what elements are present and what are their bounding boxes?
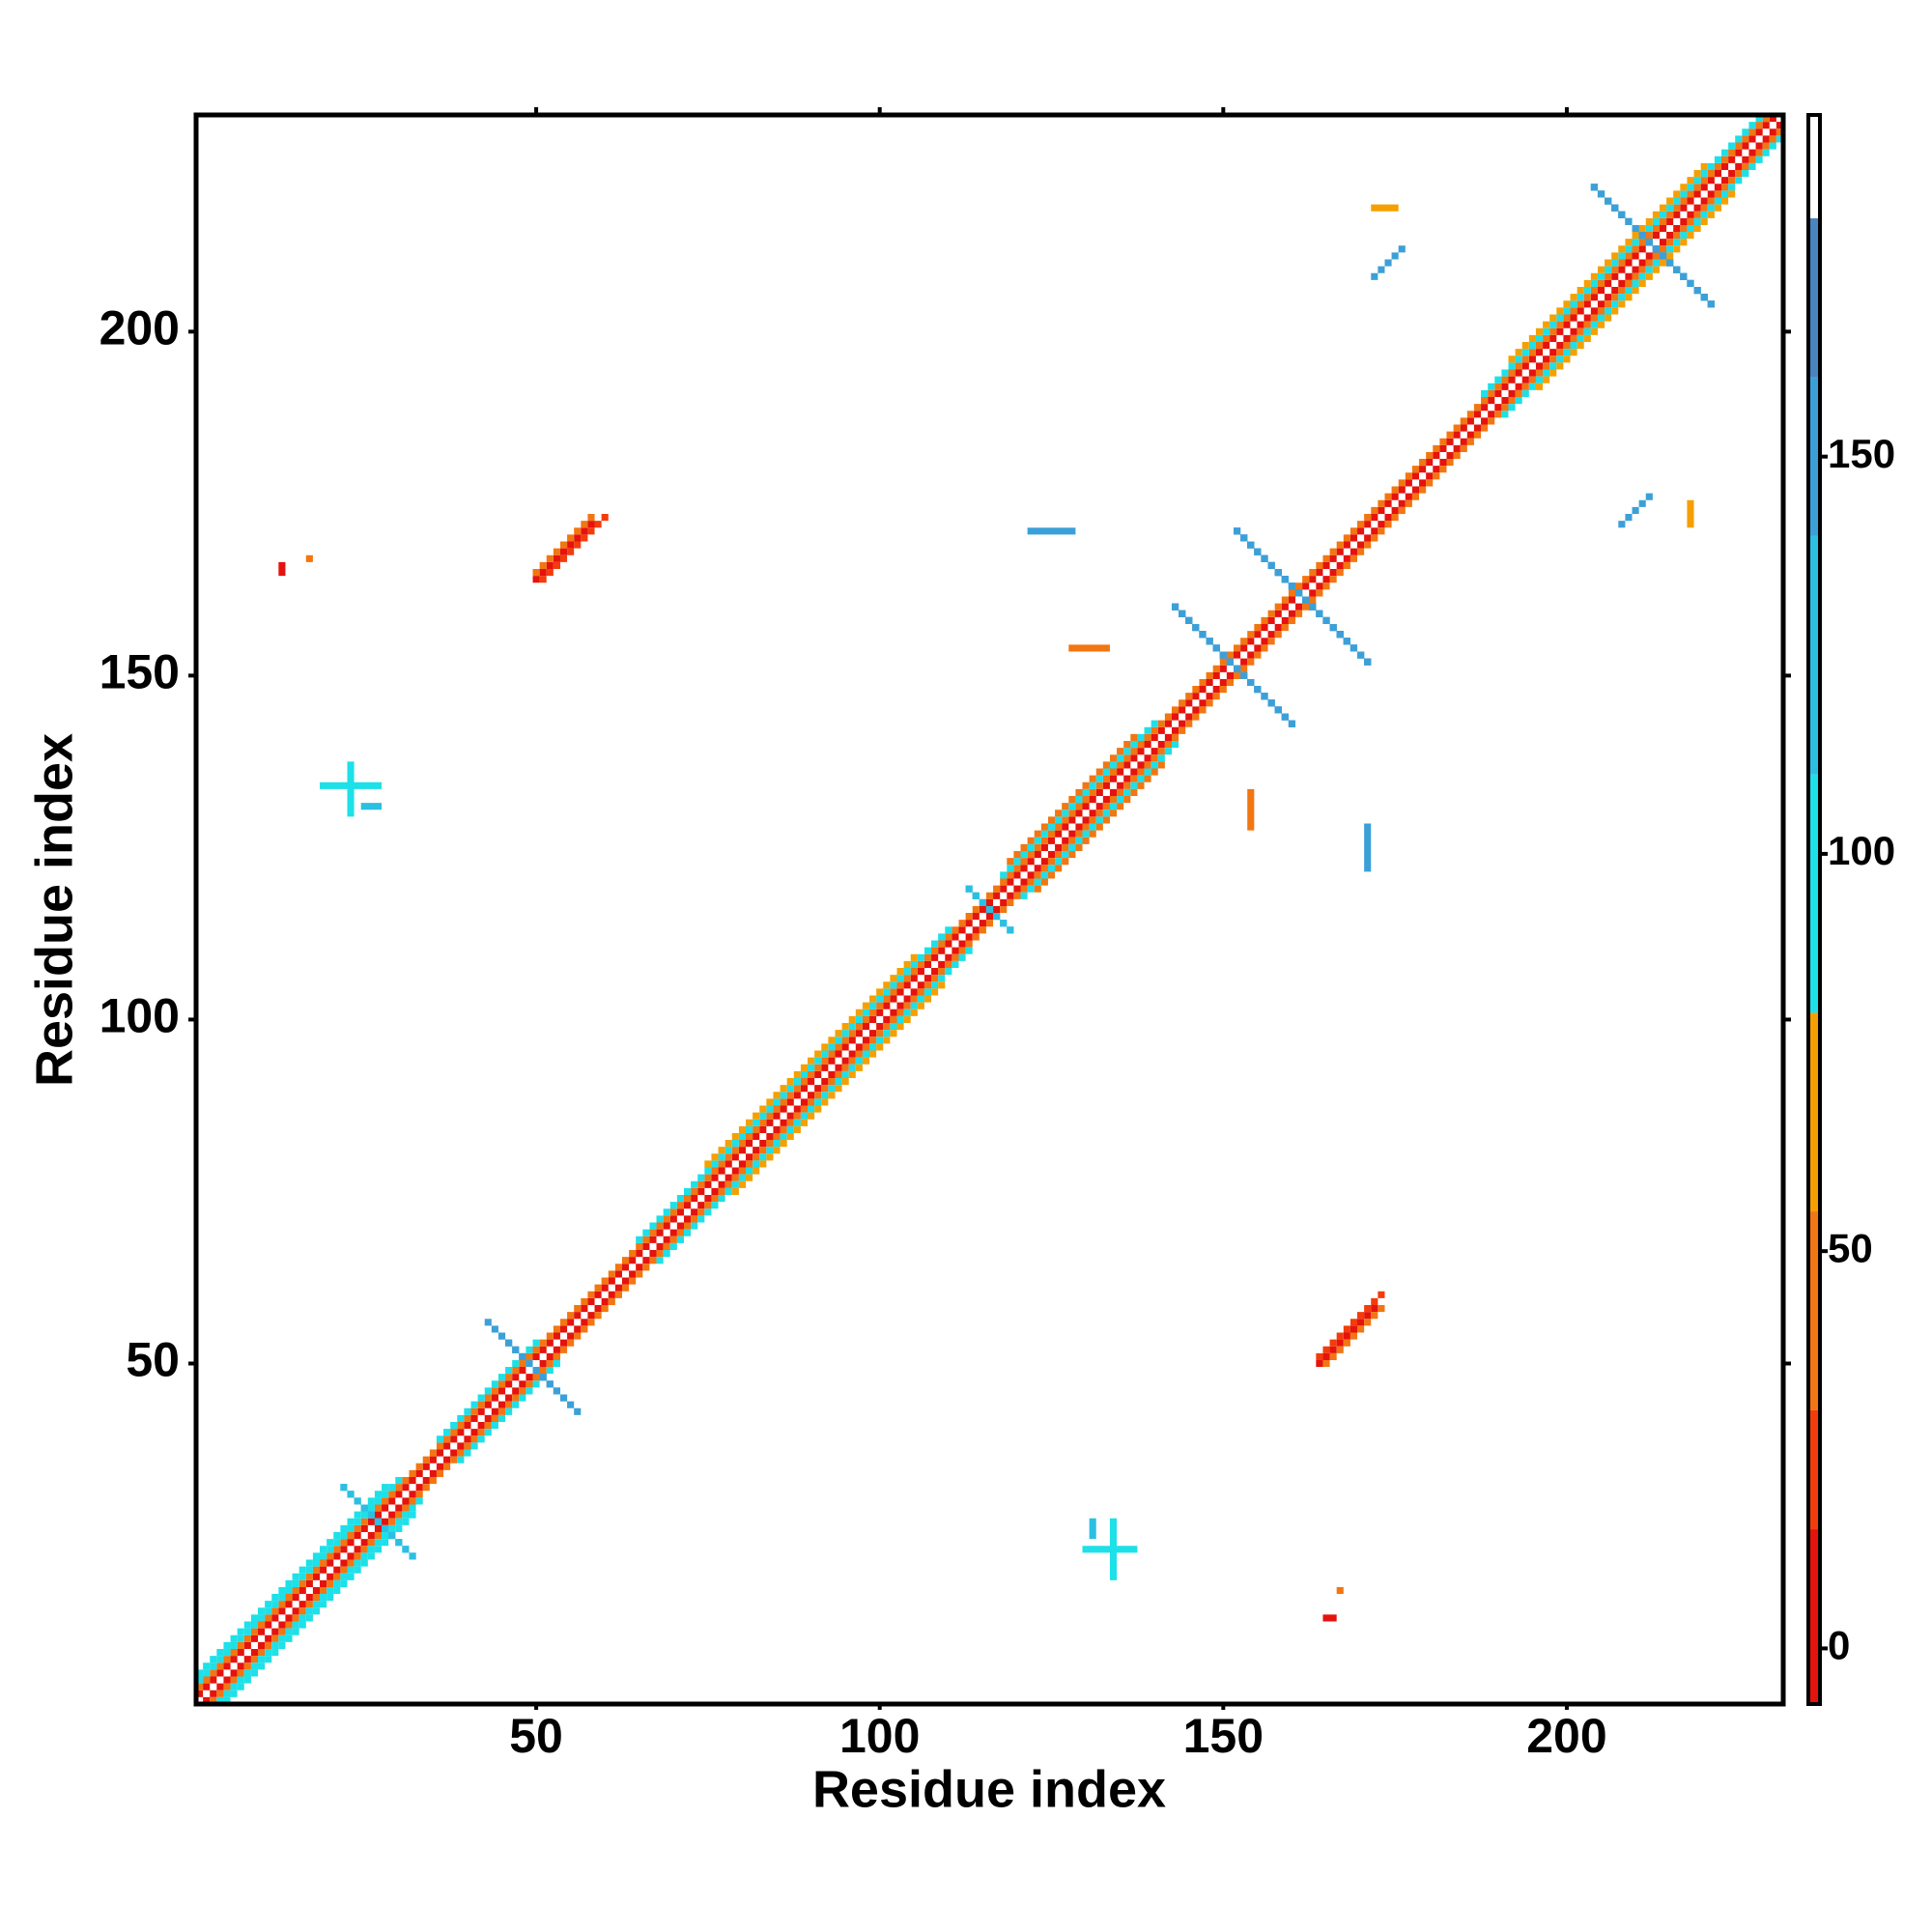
heatmap-cells-mirror — [360, 803, 383, 810]
colorbar-segment — [1808, 115, 1820, 218]
x-tick-label: 100 — [839, 1709, 920, 1763]
heatmap-cells — [1371, 204, 1399, 212]
heatmap-cells — [1109, 1518, 1118, 1580]
heatmap-cells-mirror — [1618, 493, 1653, 528]
colorbar-segment — [1808, 1012, 1820, 1212]
plot-frame — [193, 112, 1786, 1707]
heatmap-cells — [1316, 1304, 1378, 1368]
heatmap-cells-mirror — [278, 561, 286, 577]
colorbar-tick-label: 150 — [1828, 431, 1895, 476]
colorbar-segment — [1808, 535, 1820, 775]
heatmap-cells-mirror — [457, 1359, 560, 1463]
heatmap-cells — [196, 1477, 403, 1684]
heatmap-cells-mirror — [1687, 499, 1694, 528]
x-axis-title: Residue index — [812, 1760, 1166, 1818]
heatmap-cells — [1371, 245, 1406, 280]
heatmap-cells — [1007, 733, 1138, 866]
heatmap-cells-mirror — [320, 781, 383, 789]
heatmap-cells-mirror — [1171, 603, 1289, 721]
heatmap-cells-mirror — [1233, 527, 1365, 659]
heatmap-cells-mirror — [731, 981, 946, 1196]
heatmap-cells-mirror — [532, 514, 595, 577]
heatmap-cells — [1089, 1518, 1096, 1540]
colorbar-segment — [1808, 377, 1820, 536]
heatmap-cells — [1336, 1586, 1344, 1595]
heatmap-cells-mirror — [1501, 135, 1783, 418]
colorbar-segment — [1808, 774, 1820, 1013]
heatmap-cells-mirror — [539, 514, 609, 583]
y-tick-label: 100 — [99, 989, 180, 1043]
colorbar-segment — [1808, 217, 1820, 378]
heatmap-cells-mirror — [484, 1319, 568, 1402]
heatmap-cells — [1322, 1304, 1385, 1368]
colorbar-segment — [1808, 1211, 1820, 1410]
heatmap-cells-mirror — [305, 554, 313, 562]
heatmap-cells-mirror — [1034, 761, 1165, 893]
heatmap-cells — [436, 1339, 540, 1443]
colorbar-segment — [1808, 1529, 1820, 1704]
x-tick-label: 50 — [509, 1709, 563, 1763]
colorbar-tick-label: 0 — [1828, 1623, 1850, 1668]
heatmap-cells-mirror — [1535, 190, 1736, 390]
y-tick-label: 150 — [99, 645, 180, 699]
heatmap-cells — [704, 953, 918, 1168]
heatmap-cells-mirror — [340, 1484, 416, 1560]
x-tick-label: 200 — [1526, 1709, 1606, 1763]
heatmap-cells — [1247, 788, 1255, 831]
heatmap-cells — [1508, 162, 1708, 363]
heatmap-cells-mirror — [1068, 644, 1110, 652]
heatmap-cells — [1000, 720, 1158, 879]
colorbar-tick-label: 100 — [1828, 828, 1895, 873]
heatmap-cells — [1481, 115, 1763, 397]
y-axis-title: Residue index — [25, 733, 83, 1087]
heatmap-cells — [1322, 1614, 1337, 1622]
x-tick-label: 150 — [1183, 1709, 1264, 1763]
heatmap-cells-mirror — [965, 885, 1014, 934]
colorbar-tick-label: 50 — [1828, 1225, 1873, 1270]
heatmap-cells-mirror — [223, 1511, 416, 1704]
y-tick-label: 50 — [126, 1333, 180, 1387]
colorbar-segment — [1808, 1409, 1820, 1530]
heatmap-cells-mirror — [1027, 527, 1076, 535]
y-tick-label: 200 — [99, 301, 180, 355]
heatmap-cells-mirror — [1020, 741, 1179, 899]
heatmap-cells — [1364, 823, 1372, 872]
heatmap-cells-mirror — [532, 521, 595, 583]
heatmap-cells — [1316, 1291, 1385, 1360]
heatmap-cells-mirror — [1590, 184, 1708, 301]
colorbar-frame — [1806, 113, 1822, 1706]
heatmap-cells — [196, 1484, 389, 1677]
